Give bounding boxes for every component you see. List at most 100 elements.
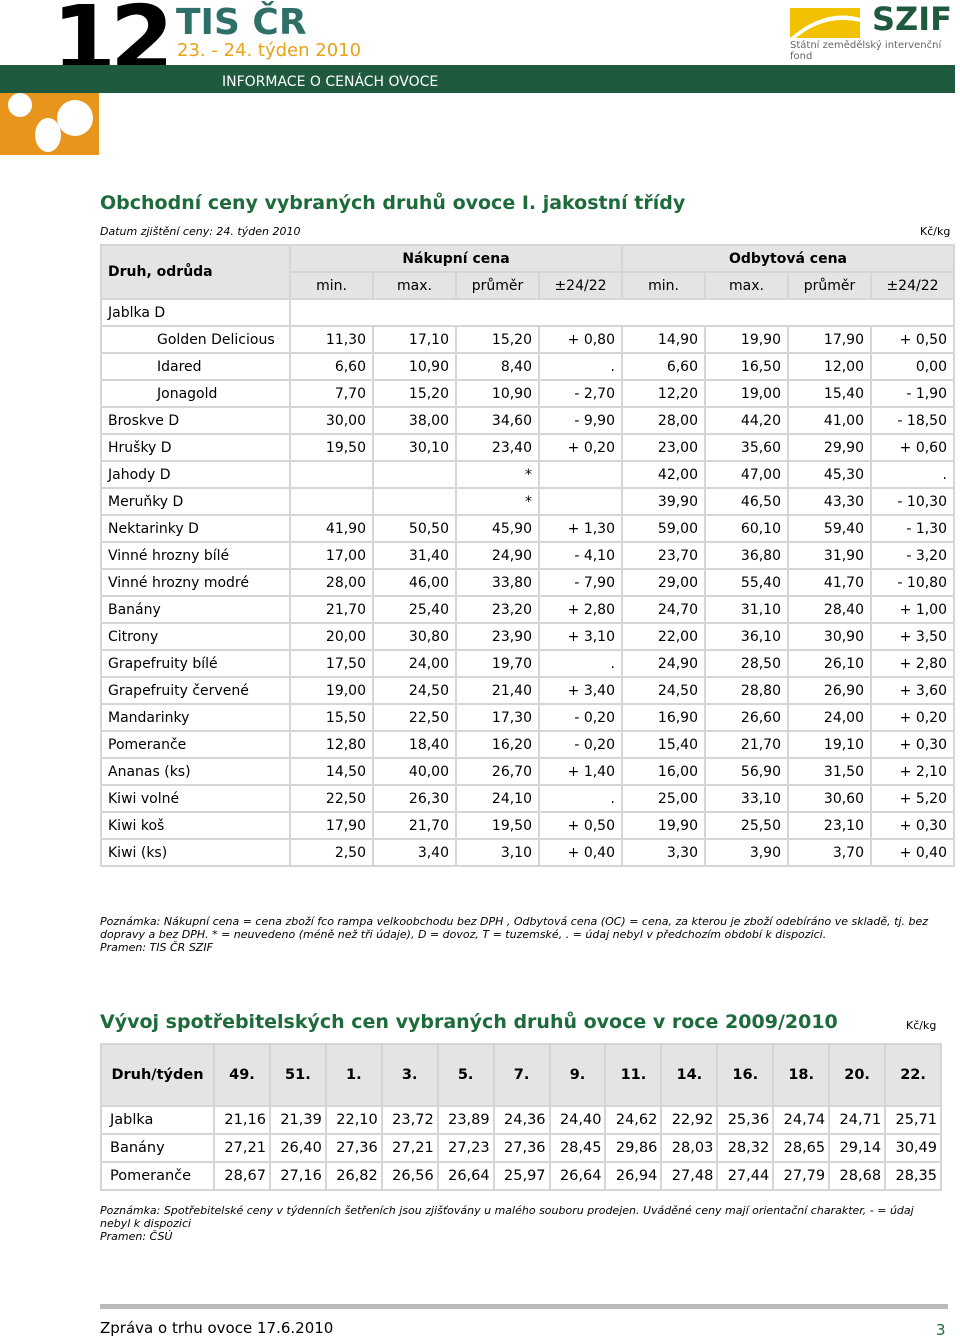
value-cell: - 18,50 — [870, 406, 955, 435]
value-cell: 26,40 — [268, 1133, 327, 1163]
value-cell — [538, 460, 623, 489]
header-cell: 9. — [548, 1043, 607, 1107]
label-cell: Nektarinky D — [100, 514, 291, 543]
value-cell: + 2,80 — [538, 595, 623, 624]
footer-text: Zpráva o trhu ovoce 17.6.2010 — [100, 1319, 334, 1337]
header-cell: 1. — [324, 1043, 383, 1107]
header-cell: průměr — [455, 271, 540, 300]
value-cell: 12,00 — [787, 352, 872, 381]
label-cell: Pomeranče — [100, 730, 291, 759]
header-row: min. max. průměr ±24/22 min. max. průměr ±24/22 — [101, 271, 955, 300]
value-cell: 28,80 — [704, 676, 789, 705]
note: Poznámka: Nákupní cena = cena zboží fco … — [100, 915, 929, 941]
logo: SZIF — [872, 0, 953, 38]
value-cell: 29,14 — [828, 1133, 887, 1163]
header-week: 23. - 24. týden 2010 — [177, 40, 362, 61]
value-cell: 36,10 — [704, 622, 789, 651]
value-cell: 19,90 — [704, 325, 789, 354]
value-cell: 21,40 — [455, 676, 540, 705]
value-cell: - 10,30 — [870, 487, 955, 516]
value-cell: . — [538, 352, 623, 381]
header-group: Odbytová cena — [621, 244, 955, 273]
value-cell: 26,90 — [787, 676, 872, 705]
table-row: Nektarinky D 41,90 50,50 45,90 + 1,30 59,00 60… — [100, 514, 955, 543]
value-cell: 29,86 — [604, 1133, 663, 1163]
value-cell: 14,50 — [289, 757, 374, 786]
value-cell: 23,20 — [455, 595, 540, 624]
value-cell: 59,40 — [787, 514, 872, 543]
value-cell: + 0,80 — [538, 325, 623, 354]
header-cell: max. — [372, 271, 457, 300]
value-cell: 26,94 — [604, 1161, 663, 1191]
value-cell: 27,44 — [716, 1161, 775, 1191]
value-cell: 15,50 — [289, 703, 374, 732]
value-cell: 24,74 — [772, 1105, 831, 1135]
table-row: Golden Delicious 11,30 17,10 15,20 + 0,80 14,… — [100, 325, 955, 354]
value-cell: + 5,20 — [870, 784, 955, 813]
value-cell: 28,32 — [716, 1133, 775, 1163]
value-cell: + 2,80 — [870, 649, 955, 678]
value-cell: 31,10 — [704, 595, 789, 624]
value-cell: 19,00 — [704, 379, 789, 408]
value-cell: 23,72 — [380, 1105, 439, 1135]
value-cell: 10,90 — [372, 352, 457, 381]
header-cell: Druh/týden — [100, 1043, 215, 1107]
label-cell: Jablka — [100, 1105, 215, 1135]
consumer-table: Druh/týden 49. 51. 1. 3. 5. 7. 9. 11. 14. 16. 18. 20… — [100, 1043, 942, 1191]
value-cell: 3,90 — [704, 838, 789, 867]
label-cell: Vinné hrozny bílé — [100, 541, 291, 570]
value-cell: 30,00 — [289, 406, 374, 435]
value-cell: 30,49 — [884, 1133, 942, 1163]
header-group: Nákupní cena — [289, 244, 623, 273]
value-cell: 55,40 — [704, 568, 789, 597]
value-cell: 31,50 — [787, 757, 872, 786]
value-cell: 28,65 — [772, 1133, 831, 1163]
value-cell: 22,10 — [324, 1105, 383, 1135]
table-row: Jablka D — [100, 298, 955, 327]
value-cell: + 0,30 — [870, 811, 955, 840]
table-row: Jonagold 7,70 15,20 10,90- 2,70 12,20 19,00 15… — [100, 379, 955, 408]
label-cell: Banány — [100, 1133, 215, 1163]
value-cell: + 1,40 — [538, 757, 623, 786]
value-cell: 24,10 — [455, 784, 540, 813]
value-cell — [289, 298, 955, 327]
value-cell: 23,40 — [455, 433, 540, 462]
value-cell: 56,90 — [704, 757, 789, 786]
value-cell: . — [538, 784, 623, 813]
value-cell: 6,60 — [621, 352, 706, 381]
value-cell: 22,50 — [289, 784, 374, 813]
value-cell: 17,00 — [289, 541, 374, 570]
value-cell: 25,40 — [372, 595, 457, 624]
value-cell: 23,89 — [436, 1105, 495, 1135]
value-cell: 26,60 — [704, 703, 789, 732]
value-cell: 29,90 — [787, 433, 872, 462]
value-cell: 24,62 — [604, 1105, 663, 1135]
table-row: Vinné hrozny bílé 17,00 31,40 24,90- 4,10 23… — [100, 541, 955, 570]
value-cell: 35,60 — [704, 433, 789, 462]
value-cell: . — [870, 460, 955, 489]
value-cell: 22,92 — [660, 1105, 719, 1135]
logo-sub: Státní zemědělský intervenční fond — [790, 40, 942, 62]
value-cell: 24,90 — [455, 541, 540, 570]
value-cell: 2,50 — [289, 838, 374, 867]
value-cell: 3,10 — [455, 838, 540, 867]
value-cell: 31,90 — [787, 541, 872, 570]
table-row: Kiwi (ks) 2,50 3,40 3,10 + 0,40 3,30 3,90 3,70 +… — [100, 838, 955, 867]
value-cell: 28,00 — [289, 568, 374, 597]
header-cell: ±24/22 — [538, 271, 623, 300]
value-cell: 47,00 — [704, 460, 789, 489]
value-cell: 27,23 — [436, 1133, 495, 1163]
value-cell: 27,21 — [213, 1133, 271, 1163]
table-row: Banány 21,70 25,40 23,20 + 2,80 24,70 31,10 28,… — [100, 595, 955, 624]
value-cell: 15,20 — [455, 325, 540, 354]
value-cell: * — [455, 460, 540, 489]
value-cell: + 3,60 — [870, 676, 955, 705]
note: Poznámka: Spotřebitelské ceny v týdenníc… — [100, 1204, 914, 1230]
value-cell: 41,90 — [289, 514, 374, 543]
header-cell: 49. — [213, 1043, 271, 1107]
value-cell: 26,64 — [548, 1161, 607, 1191]
value-cell: - 2,70 — [538, 379, 623, 408]
value-cell: 24,50 — [621, 676, 706, 705]
value-cell: + 2,10 — [870, 757, 955, 786]
header-cell: Druh, odrůda — [100, 244, 291, 300]
